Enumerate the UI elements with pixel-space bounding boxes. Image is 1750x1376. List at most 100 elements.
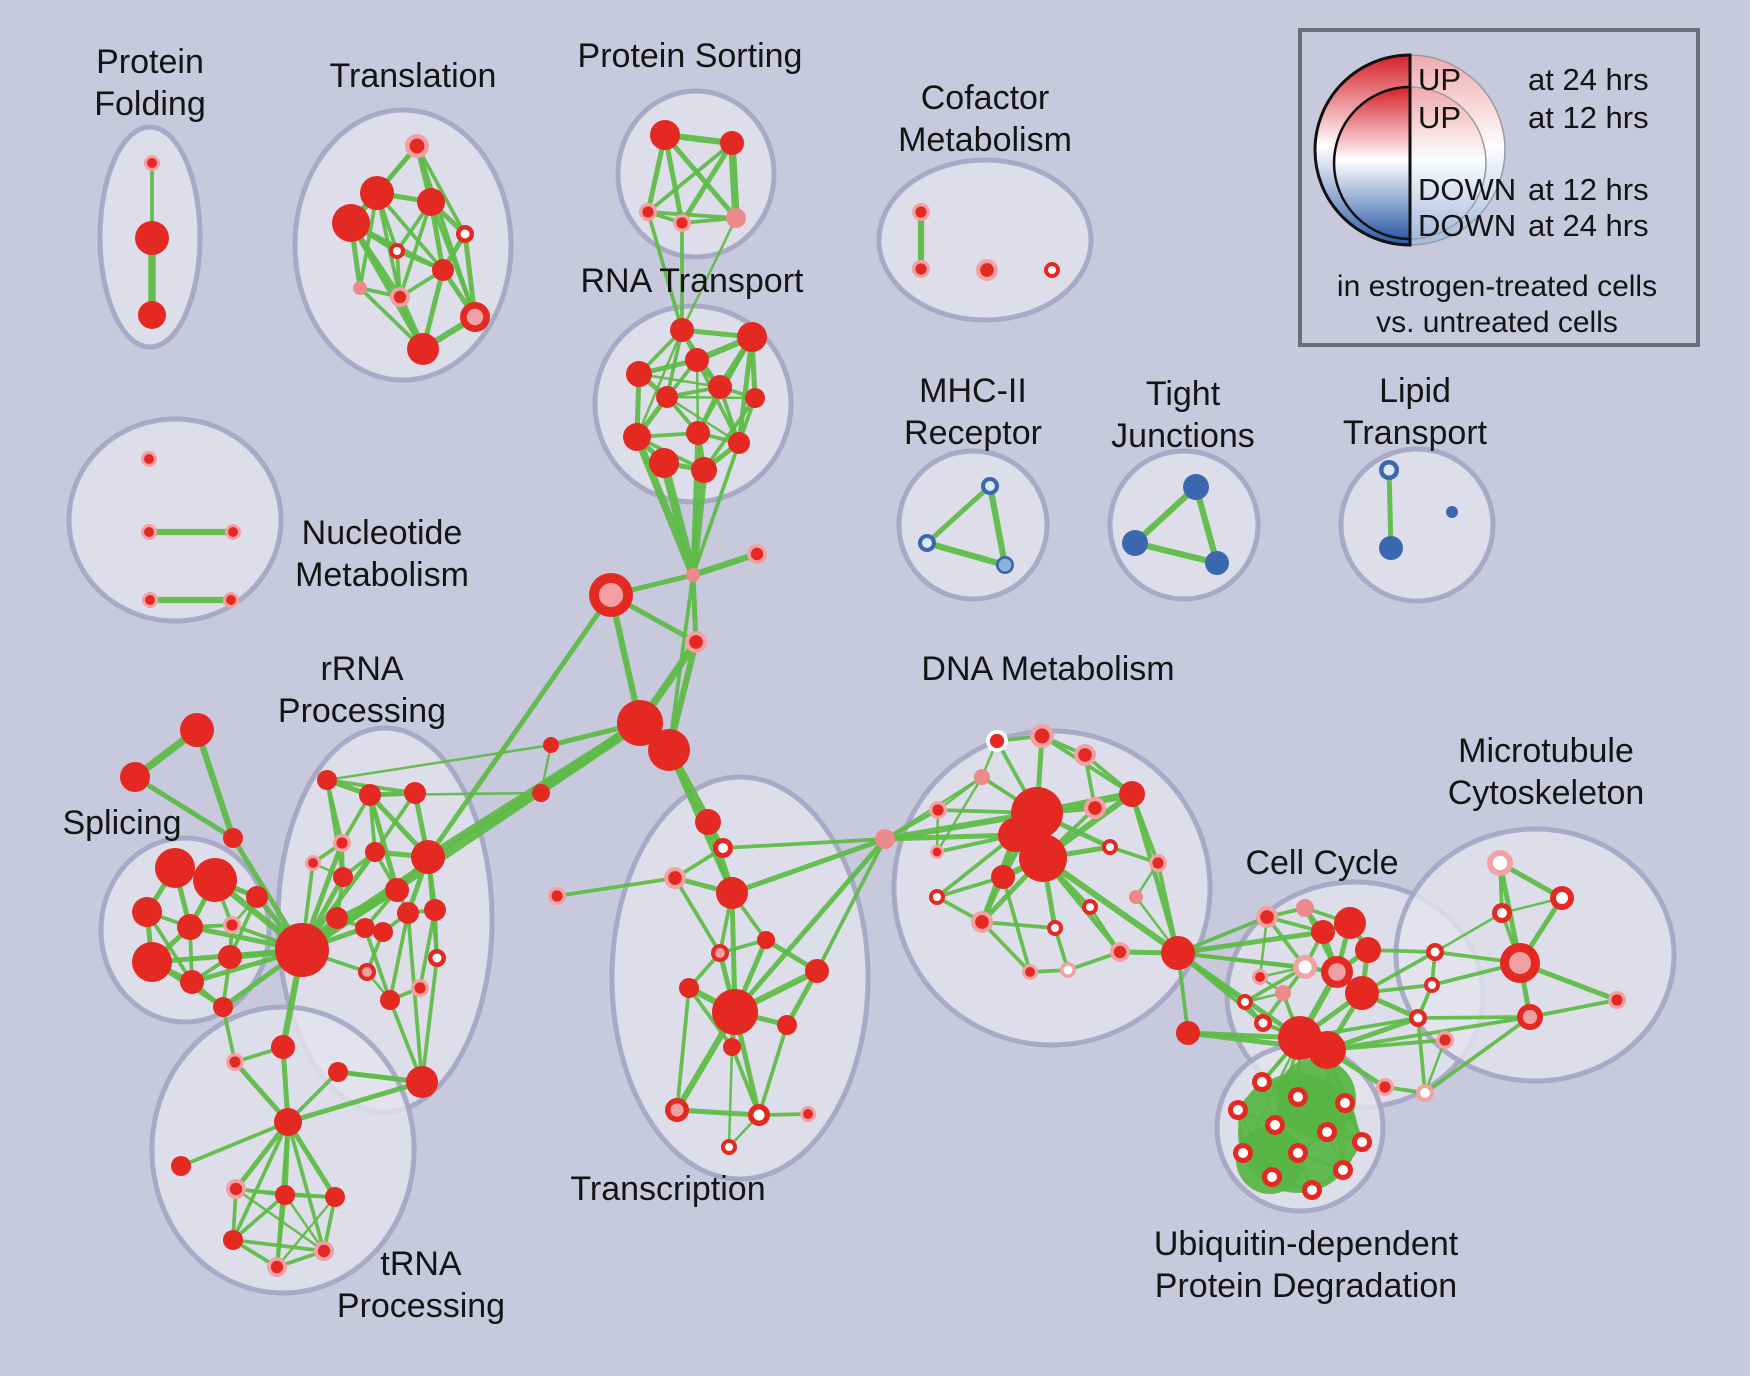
network-edge [646, 141, 734, 214]
network-node-solid [359, 784, 381, 806]
network-node-halo [668, 871, 682, 885]
network-node-solid [274, 1108, 302, 1136]
network-node-solid [1334, 907, 1366, 939]
network-node-halo [1379, 1081, 1391, 1093]
dense-edge-blob [1276, 1058, 1356, 1138]
network-node-solid [1355, 937, 1381, 963]
network-node-solid [132, 897, 162, 927]
network-edge [691, 441, 741, 577]
network-edge [234, 1187, 326, 1253]
network-node-solid [155, 848, 195, 888]
network-node-solid [407, 333, 439, 365]
network-edge [406, 911, 424, 1084]
network-node-halo [1260, 910, 1274, 924]
legend-down-24-time: at 24 hrs [1528, 208, 1649, 243]
network-edge [388, 911, 410, 1002]
network-node-halo [1034, 728, 1050, 744]
legend-border [1298, 28, 1700, 347]
network-node-blue [1379, 536, 1403, 560]
network-node-solid [716, 877, 748, 909]
network-node-solid [355, 918, 375, 938]
network-node-ring [1051, 924, 1059, 932]
network-node-solid [360, 176, 394, 210]
network-edge [923, 539, 1009, 569]
network-edge [1039, 854, 1182, 957]
network-edge [1433, 911, 1504, 954]
network-edge [721, 837, 887, 850]
network-node-blue [1183, 474, 1209, 500]
network-node-solid [317, 770, 337, 790]
legend-caption-line2: vs. untreated cells [1376, 306, 1618, 339]
network-node-halo [226, 595, 236, 605]
network-edge [132, 774, 236, 841]
network-node-solid [712, 989, 758, 1035]
network-node-blue [1446, 506, 1458, 518]
network-node-solid [1176, 1021, 1200, 1045]
legend-up-24-time: at 24 hrs [1528, 62, 1649, 97]
cluster-ellipse-lipid-transport [1338, 446, 1496, 604]
network-node-ring [1307, 1185, 1317, 1195]
network-node-halo [750, 547, 764, 561]
network-node-halo [1611, 994, 1623, 1006]
network-node-ring [1048, 266, 1056, 274]
cluster-label-protein-folding: Protein [96, 43, 204, 81]
network-node-ringpink [466, 308, 484, 326]
legend-up-12-label: UP [1418, 100, 1461, 135]
network-node-solid [271, 1035, 295, 1059]
cluster-label-protein-sorting: Protein Sorting [578, 37, 803, 75]
network-edge [285, 1119, 338, 1200]
network-node-solid [805, 959, 829, 983]
cluster-label-microtubule-cytoskeleton: Cytoskeleton [1448, 774, 1645, 812]
legend-down-12-time: at 12 hrs [1528, 172, 1649, 207]
network-node-solid [708, 375, 732, 399]
network-node-pinkring [1492, 855, 1508, 871]
network-node-pink [726, 208, 746, 228]
cluster-label-rrna-processing: rRNA [320, 650, 403, 688]
network-node-ringpink [598, 582, 624, 608]
network-node-halo [1025, 967, 1035, 977]
network-node-solid [685, 348, 709, 372]
network-node-solid [1308, 1031, 1346, 1069]
network-node-ring [1267, 1172, 1277, 1182]
network-edge [1175, 950, 1303, 1041]
network-edge [730, 1045, 761, 1117]
cluster-label-mhc-ii-receptor: MHC-II [919, 372, 1027, 410]
network-node-ring [1257, 1077, 1267, 1087]
network-node-solid [649, 448, 679, 478]
cluster-label-nucleotide-metabolism: Metabolism [295, 556, 469, 594]
network-node-solid [223, 1230, 243, 1250]
network-node-ring [432, 953, 442, 963]
network-node-ring [1241, 998, 1249, 1006]
network-edge [702, 396, 757, 472]
network-node-solid [1345, 976, 1379, 1010]
network-edge [275, 1193, 287, 1269]
dense-edge-blobs [1236, 1058, 1358, 1194]
network-node-halo [393, 290, 407, 304]
legend-up-12-time: at 12 hrs [1528, 100, 1649, 135]
network-node-halo [642, 206, 654, 218]
cluster-label-microtubule-cytoskeleton: Microtubule [1458, 732, 1634, 770]
legend-down-12-label: DOWN [1418, 172, 1516, 207]
network-node-solid [626, 361, 652, 387]
network-edge [1386, 467, 1394, 551]
network-node-solid [691, 457, 717, 483]
network-edge [674, 1107, 762, 1118]
legend-key-icon [1313, 53, 1506, 247]
network-edge [1423, 1038, 1447, 1095]
network-node-pink [353, 281, 367, 295]
cluster-ellipse-tight-junctions [1107, 448, 1261, 602]
cluster-label-trna-processing: Processing [337, 1287, 505, 1325]
network-node-solid [1019, 834, 1067, 882]
network-node-ring [393, 247, 401, 255]
network-node-pink [974, 769, 990, 785]
network-node-solid [132, 942, 172, 982]
network-node-pink [686, 568, 700, 582]
cluster-ellipse-transcription [609, 774, 871, 1182]
network-node-solid [193, 858, 237, 902]
network-node-halo [144, 527, 154, 537]
network-node-ring [1413, 1013, 1423, 1023]
network-node-ring [725, 1143, 733, 1151]
network-edge [1416, 1015, 1532, 1020]
network-node-solid [332, 204, 370, 242]
